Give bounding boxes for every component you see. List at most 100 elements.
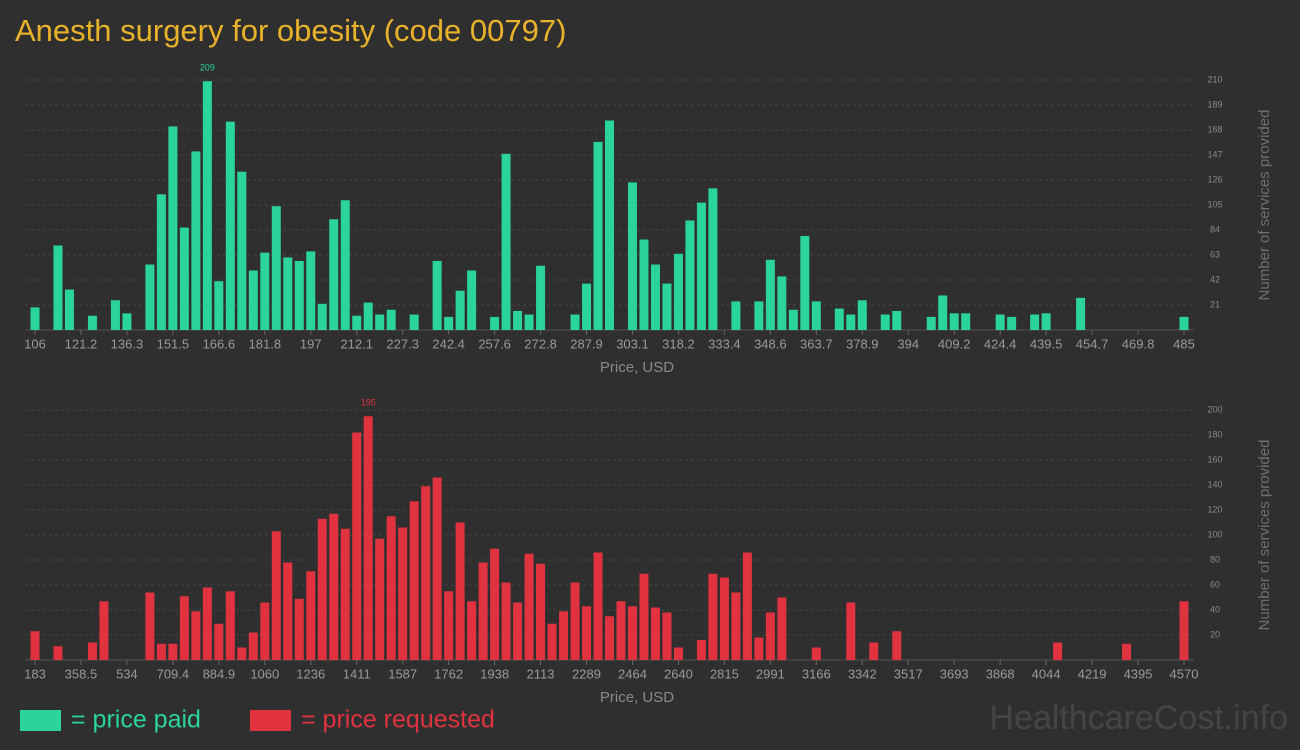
y-tick-label: 60 (1210, 579, 1220, 589)
bar (179, 227, 189, 330)
bar (513, 602, 523, 660)
x-axis-label: Price, USD (600, 689, 674, 706)
bar (513, 310, 523, 330)
y-axis-label: Number of services provided (1256, 110, 1273, 301)
bar (329, 513, 339, 660)
y-tick-label: 20 (1210, 629, 1220, 639)
bar (30, 307, 40, 330)
bar (179, 596, 189, 660)
watermark: HealthcareCost.info (989, 699, 1288, 737)
bar (317, 303, 327, 330)
bar (995, 314, 1005, 330)
bar (685, 220, 695, 330)
x-tick-label: 1587 (388, 666, 417, 681)
x-tick-label: 1762 (434, 666, 463, 681)
bar (455, 290, 465, 330)
x-tick-label: 409.2 (938, 336, 971, 351)
bar (708, 573, 718, 660)
bar (605, 616, 614, 660)
bar (536, 563, 546, 660)
bar (524, 314, 534, 330)
bar (168, 643, 178, 660)
bar (627, 182, 637, 330)
bar (834, 308, 844, 330)
bar (478, 562, 488, 660)
bar (248, 632, 258, 660)
bar (432, 477, 442, 660)
bar (225, 591, 235, 660)
bar (765, 612, 775, 660)
bar (961, 313, 971, 330)
y-tick-label: 84 (1210, 224, 1220, 234)
x-tick-label: 2289 (572, 666, 601, 681)
bar (639, 239, 649, 330)
bar (191, 611, 201, 660)
bar (846, 602, 856, 660)
bar (731, 592, 741, 660)
x-tick-label: 4570 (1170, 666, 1199, 681)
bar (662, 612, 672, 660)
bar (260, 252, 270, 330)
x-tick-label: 166.6 (203, 336, 236, 351)
bar (1007, 316, 1017, 330)
x-tick-label: 257.6 (478, 336, 511, 351)
bar (306, 251, 316, 330)
bar (467, 601, 477, 660)
y-tick-label: 126 (1207, 174, 1222, 184)
bar (892, 631, 902, 660)
bar (363, 302, 373, 330)
x-tick-label: 1236 (296, 666, 325, 681)
bar (777, 276, 787, 330)
bar (800, 235, 810, 330)
y-tick-label: 120 (1207, 504, 1222, 514)
bar (582, 283, 592, 330)
bar (363, 416, 373, 660)
bar (352, 432, 362, 660)
x-tick-label: 348.6 (754, 336, 787, 351)
x-tick-label: 136.3 (111, 336, 144, 351)
bar (1041, 313, 1051, 330)
x-tick-label: 378.9 (846, 336, 879, 351)
x-tick-label: 534 (116, 666, 138, 681)
bar (317, 518, 327, 660)
bar (202, 81, 212, 330)
bar (777, 597, 787, 660)
bar (237, 171, 247, 330)
bar (283, 257, 293, 330)
bar (593, 141, 603, 330)
bar (765, 259, 775, 330)
bar (467, 270, 477, 330)
x-tick-label: 318.2 (662, 336, 695, 351)
x-tick-label: 287.9 (570, 336, 603, 351)
bar (1179, 316, 1189, 330)
bar (122, 313, 132, 330)
x-tick-label: 227.3 (386, 336, 419, 351)
bar (225, 121, 235, 331)
x-tick-label: 2991 (756, 666, 785, 681)
bar (421, 486, 431, 660)
bar (455, 522, 465, 660)
legend-label: = price requested (301, 706, 495, 734)
x-tick-label: 358.5 (65, 666, 98, 681)
bar (524, 553, 534, 660)
bar (880, 314, 890, 330)
x-tick-label: 4044 (1032, 666, 1061, 681)
bar (570, 582, 580, 660)
bar (650, 264, 660, 330)
chart-title: Anesth surgery for obesity (code 00797) (15, 13, 566, 48)
bar (386, 516, 396, 660)
x-tick-label: 3166 (802, 666, 831, 681)
x-tick-label: 1060 (250, 666, 279, 681)
bar (306, 571, 316, 660)
bar (248, 270, 258, 330)
x-tick-label: 3693 (940, 666, 969, 681)
bar (490, 548, 500, 660)
y-axis-label: Number of services provided (1256, 440, 1273, 631)
bar (329, 219, 339, 330)
bar (501, 582, 511, 660)
bar (260, 602, 270, 660)
x-tick-label: 439.5 (1030, 336, 1063, 351)
bar (202, 587, 212, 660)
x-tick-label: 2640 (664, 666, 693, 681)
